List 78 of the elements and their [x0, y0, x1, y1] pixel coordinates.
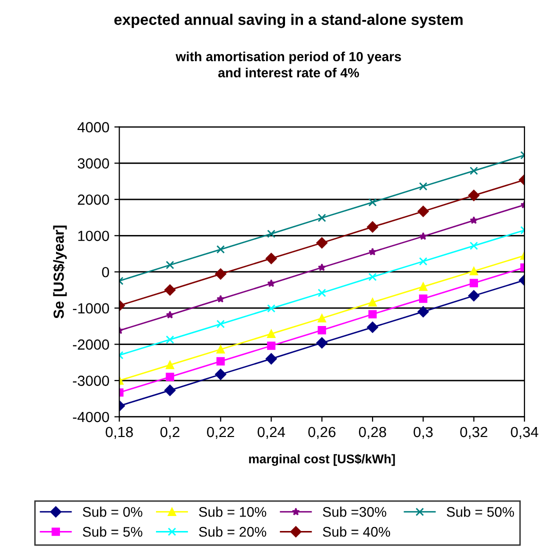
y-tick-label: -4000: [72, 412, 110, 422]
x-tick-label: 0,18: [106, 426, 133, 439]
y-tick-label: -1000: [72, 303, 110, 314]
x-tick-label: 0,28: [358, 426, 386, 439]
point: [366, 221, 378, 233]
x-tick-label: 0,34: [510, 426, 538, 439]
point: [266, 252, 277, 264]
point: [318, 263, 326, 272]
point: [366, 322, 378, 333]
point: [164, 384, 176, 396]
x-tick-label: 0,3: [414, 426, 433, 439]
legend-label: Sub =30%: [322, 506, 386, 517]
y-tick-label: -2000: [72, 339, 110, 350]
legend-label: Sub = 20%: [198, 526, 266, 537]
y-tick-label: 3000: [78, 158, 110, 169]
point: [468, 290, 480, 302]
point: [318, 314, 326, 322]
legend-label: Sub = 40%: [322, 526, 390, 537]
point: [216, 294, 225, 303]
y-tick-label: 0: [102, 266, 110, 278]
point: [166, 360, 174, 370]
point: [216, 345, 225, 354]
legend-label: Sub = 0%: [82, 506, 142, 517]
x-tick-label: 0,22: [206, 426, 234, 439]
point: [166, 260, 174, 270]
legend-label: Sub = 10%: [198, 506, 266, 517]
y-tick-label: -3000: [72, 376, 110, 386]
point: [318, 288, 326, 298]
point: [164, 284, 176, 296]
point: [418, 206, 429, 217]
y-tick-label: 2000: [78, 194, 110, 205]
point: [316, 237, 328, 248]
point: [215, 368, 226, 380]
point: [468, 190, 480, 202]
x-tick-label: 0,2: [160, 426, 180, 439]
point: [368, 248, 377, 256]
x-axis-title: marginal cost [US$/kWh]: [249, 454, 395, 466]
x-tick-label: 0,24: [258, 426, 286, 439]
point: [166, 310, 174, 318]
point: [418, 306, 429, 318]
y-axis-title: Se [US$/year]: [52, 226, 67, 318]
point: [267, 279, 276, 287]
x-tick-label: 0,26: [308, 426, 336, 439]
point: [470, 266, 478, 276]
point: [216, 245, 225, 254]
point: [216, 320, 225, 328]
point: [470, 166, 478, 175]
point: [267, 304, 276, 313]
point: [368, 298, 377, 306]
point: [316, 337, 328, 348]
point: [166, 372, 174, 382]
point: [215, 268, 226, 280]
point: [267, 330, 276, 338]
y-tick-label: 4000: [78, 122, 110, 132]
point: [419, 232, 428, 240]
legend-label: Sub = 50%: [446, 506, 514, 517]
point: [419, 294, 428, 303]
point: [318, 326, 326, 334]
chart-subtitle: with amortisation period of 10 years and interest rate of 4%: [176, 52, 401, 78]
point: [419, 282, 428, 291]
point: [419, 182, 428, 191]
point: [470, 242, 478, 250]
legend-label: Sub = 5%: [82, 526, 142, 537]
point: [266, 353, 277, 364]
point: [470, 216, 478, 224]
point: [267, 342, 276, 350]
point: [470, 278, 478, 288]
point: [368, 272, 377, 282]
point: [267, 230, 276, 238]
point: [368, 198, 377, 206]
point: [318, 214, 326, 222]
chart-title: expected annual saving in a stand-alone system: [114, 14, 463, 28]
point: [368, 310, 377, 318]
point: [216, 357, 225, 366]
point: [419, 257, 428, 266]
y-tick-label: 1000: [78, 230, 110, 242]
point: [166, 335, 174, 344]
x-tick-label: 0,32: [460, 426, 488, 439]
